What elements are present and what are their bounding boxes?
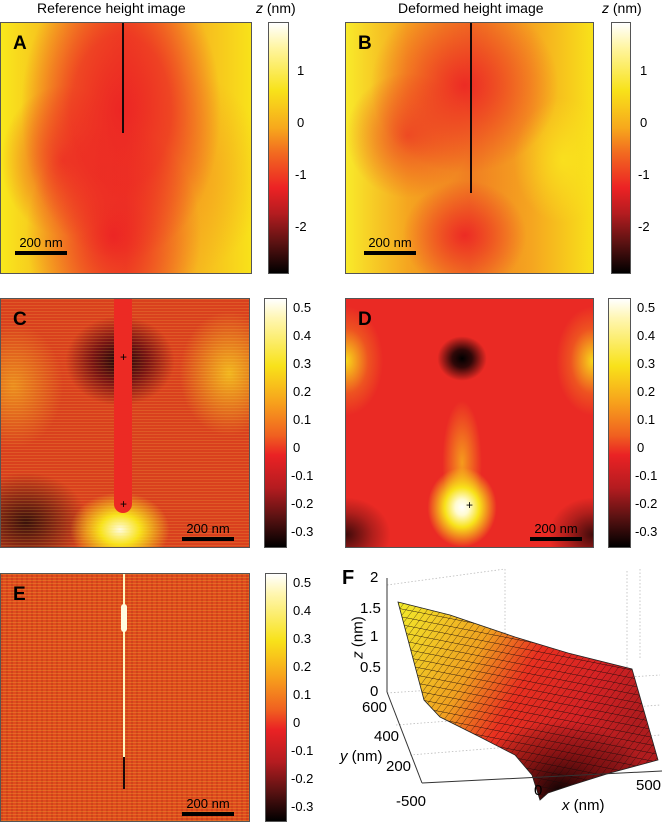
x-tick: -500 xyxy=(396,793,427,810)
colorbar-b xyxy=(611,22,631,274)
z-axis-label: z (nm) xyxy=(349,616,367,659)
colorbar-a-tick: -1 xyxy=(295,167,307,182)
y-tick: 600 xyxy=(362,699,388,716)
colorbar-e-tick: -0.2 xyxy=(291,771,314,786)
colorbar-d-tick: 0.3 xyxy=(637,356,656,371)
colorbar-d-tick: -0.1 xyxy=(635,468,658,483)
colorbar-e-tick: 0 xyxy=(293,715,301,730)
scalebar-line xyxy=(364,251,416,255)
colorbar-c xyxy=(264,298,287,548)
colorbar-a-tick: 1 xyxy=(297,63,305,78)
y-tick: 200 xyxy=(386,758,412,775)
panel-label-b: B xyxy=(358,33,372,54)
panel-label-d: D xyxy=(358,309,372,330)
colorbar-e-tick: -0.3 xyxy=(291,799,314,814)
crack-mask xyxy=(114,299,132,513)
colorbar-d-tick: 0.5 xyxy=(637,300,656,315)
colorbar-c-tick: -0.1 xyxy=(291,468,314,483)
colorbar-b-tick: -1 xyxy=(638,167,650,182)
colorbar-b-tick: 0 xyxy=(640,115,648,130)
colorbar-unit-label-b: z (nm) xyxy=(602,0,642,16)
colorbar-c-tick: -0.2 xyxy=(291,496,314,511)
colorbar-d-tick: 0 xyxy=(637,440,645,455)
scalebar-line xyxy=(530,537,582,541)
colorbar-e-tick: -0.1 xyxy=(291,743,314,758)
colorbar-d xyxy=(608,298,631,548)
crack-tip-marker: + xyxy=(120,497,128,511)
panel-label-a: A xyxy=(13,33,27,54)
crack-line xyxy=(470,23,472,193)
colorbar-e-tick: 0.5 xyxy=(293,575,312,590)
colorbar-a-tick: 0 xyxy=(297,115,305,130)
z-tick: 1 xyxy=(370,628,379,645)
x-tick: 500 xyxy=(636,777,662,794)
colorbar-a-tick: -2 xyxy=(295,219,307,234)
scalebar-line xyxy=(182,537,234,541)
colorbar-d-tick: 0.2 xyxy=(637,384,656,399)
scalebar-d: 200 nm xyxy=(530,521,582,541)
colorbar-d-tick: 0.4 xyxy=(637,328,656,343)
colorbar-a xyxy=(268,22,289,274)
scalebar-b: 200 nm xyxy=(364,235,416,255)
panel-label-c: C xyxy=(13,309,27,330)
colorbar-e-tick: 0.2 xyxy=(293,659,312,674)
colorbar-c-tick: 0.4 xyxy=(293,328,312,343)
surface-plot-svg xyxy=(386,568,663,801)
crack-residual-dark xyxy=(123,757,125,789)
scalebar-line xyxy=(182,812,234,816)
colorbar-e xyxy=(265,573,287,822)
colorbar-b-tick: 1 xyxy=(640,63,648,78)
colorbar-c-tick: 0.5 xyxy=(293,300,312,315)
x-axis-label: x (nm) xyxy=(562,797,605,814)
scalebar-c: 200 nm xyxy=(182,521,234,541)
colorbar-d-tick: 0.1 xyxy=(637,412,656,427)
heatmap-panel-e: E 200 nm xyxy=(0,573,250,822)
surface-plot-f: F 2 1.5 1 0.5 0 z (nm) 600 400 200 y (nm… xyxy=(340,565,664,822)
y-axis-label: y (nm) xyxy=(340,748,383,765)
crack-residual-line xyxy=(123,574,125,759)
colorbar-c-tick: 0.1 xyxy=(293,412,312,427)
z-tick: 2 xyxy=(370,569,379,586)
heatmap-panel-b: B 200 nm xyxy=(345,22,594,274)
colorbar-d-tick: -0.3 xyxy=(635,524,658,539)
column-title-deformed: Deformed height image xyxy=(398,0,544,16)
colorbar-c-tick: 0 xyxy=(293,440,301,455)
axes xyxy=(386,578,663,784)
z-tick: 0.5 xyxy=(360,659,381,676)
colorbar-e-tick: 0.3 xyxy=(293,631,312,646)
colorbar-c-tick: 0.2 xyxy=(293,384,312,399)
scalebar-e: 200 nm xyxy=(182,796,234,816)
colorbar-c-tick: 0.3 xyxy=(293,356,312,371)
z-tick: 1.5 xyxy=(360,600,381,617)
panel-label-e: E xyxy=(13,584,26,605)
crack-tip-marker: + xyxy=(466,498,474,512)
x-tick: 0 xyxy=(534,782,543,799)
panel-label-f: F xyxy=(342,567,355,589)
heatmap-panel-d: + D 200 nm xyxy=(345,298,594,548)
scalebar-line xyxy=(15,251,67,255)
colorbar-unit-label-a: z (nm) xyxy=(256,0,296,16)
colorbar-d-tick: -0.2 xyxy=(635,496,658,511)
scalebar-a: 200 nm xyxy=(15,235,67,255)
column-title-reference: Reference height image xyxy=(37,0,186,16)
colorbar-e-tick: 0.4 xyxy=(293,603,312,618)
crack-line xyxy=(122,23,124,133)
colorbar-e-tick: 0.1 xyxy=(293,687,312,702)
heatmap-panel-c: + + C 200 nm xyxy=(0,298,250,548)
y-tick: 400 xyxy=(374,728,400,745)
colorbar-c-tick: -0.3 xyxy=(291,524,314,539)
heatmap-panel-a: A 200 nm xyxy=(0,22,252,274)
colorbar-b-tick: -2 xyxy=(638,219,650,234)
z-tick: 0 xyxy=(370,683,379,700)
crack-tip-marker: + xyxy=(120,350,128,364)
crack-residual-hotspot xyxy=(121,604,127,632)
